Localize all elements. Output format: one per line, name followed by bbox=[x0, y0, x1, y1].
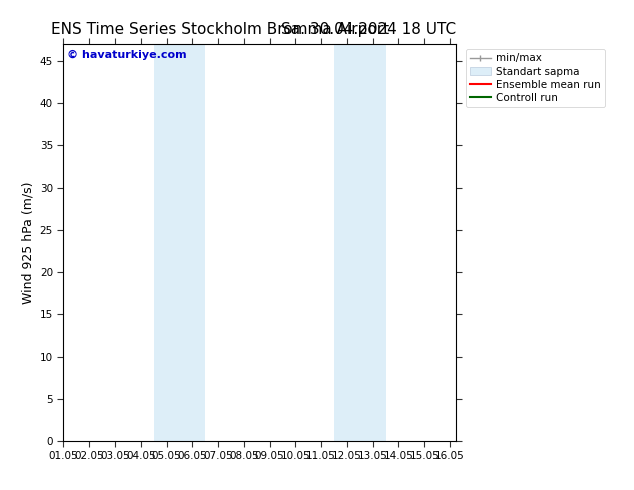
Y-axis label: Wind 925 hPa (m/s): Wind 925 hPa (m/s) bbox=[21, 181, 34, 304]
Text: Sa. 30.04.2024 18 UTC: Sa. 30.04.2024 18 UTC bbox=[281, 22, 456, 37]
Legend: min/max, Standart sapma, Ensemble mean run, Controll run: min/max, Standart sapma, Ensemble mean r… bbox=[465, 49, 605, 107]
Bar bbox=[153, 44, 205, 441]
Text: © havaturkiye.com: © havaturkiye.com bbox=[67, 50, 187, 60]
Text: ENS Time Series Stockholm Bromma Airport: ENS Time Series Stockholm Bromma Airport bbox=[51, 22, 389, 37]
Bar bbox=[334, 44, 385, 441]
